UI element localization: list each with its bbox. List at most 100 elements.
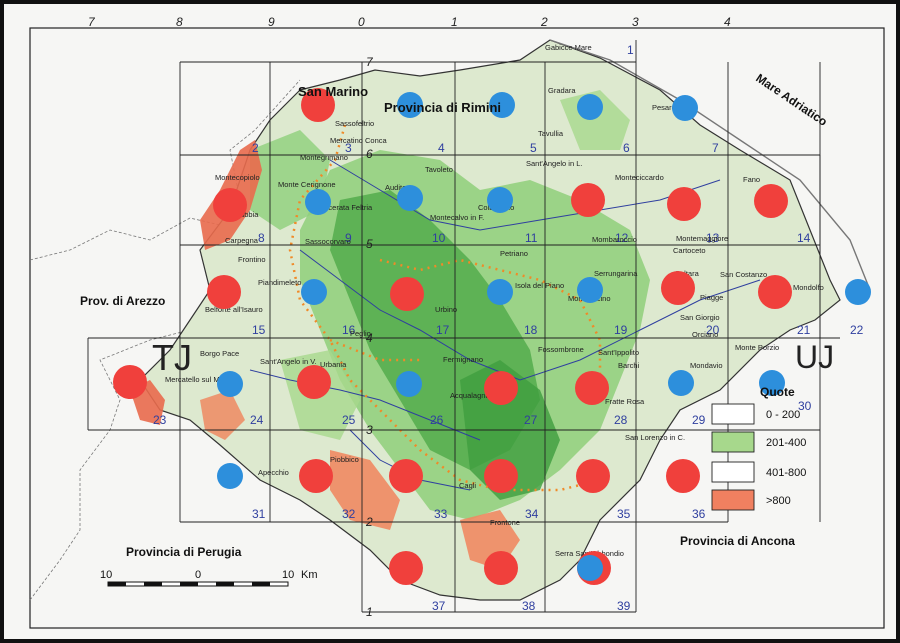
grid-cell-number: 12 <box>615 231 629 245</box>
town-label: Fossombrone <box>538 345 584 354</box>
town-label: Orciano <box>692 330 718 339</box>
town-label: Mombaroccio <box>592 235 637 244</box>
grid-cell-number: 2 <box>252 141 259 155</box>
blue-marker <box>217 371 243 397</box>
grid-left-label: 1 <box>366 605 373 619</box>
town-label: San Giorgio <box>680 313 720 322</box>
grid-lines <box>87 40 840 613</box>
town-label: Fratte Rosa <box>605 397 645 406</box>
red-marker <box>661 271 695 305</box>
grid-cell-number: 6 <box>623 141 630 155</box>
grid-cell-number: 1 <box>627 43 634 57</box>
town-label: San Costanzo <box>720 270 767 279</box>
blue-marker <box>217 463 243 489</box>
red-marker <box>207 275 241 309</box>
grid-cell-number: 27 <box>524 413 538 427</box>
grid-cell-number: 11 <box>525 231 538 245</box>
label-san-marino: San Marino <box>298 84 368 99</box>
town-label: Tavullia <box>538 129 564 138</box>
town-label: Carpegna <box>225 236 259 245</box>
legend-swatch <box>711 489 755 511</box>
town-label: Mercatello sul M. <box>165 375 222 384</box>
grid-cell-number: 23 <box>153 413 167 427</box>
grid-top-label: 3 <box>632 15 639 29</box>
grid-top-label: 4 <box>724 15 731 29</box>
grid-cell-number: 34 <box>525 507 539 521</box>
town-label: Urbania <box>320 360 347 369</box>
red-marker <box>213 188 247 222</box>
red-marker <box>576 459 610 493</box>
blue-marker <box>759 370 785 396</box>
scale-bar: 10 0 10 Km <box>100 569 318 587</box>
town-label: Mondolfo <box>793 283 824 292</box>
grid-cell-number: 25 <box>342 413 356 427</box>
town-label: Mercatino Conca <box>330 136 388 145</box>
coastline <box>549 39 871 291</box>
town-label: Sant'Angelo in L. <box>526 159 582 168</box>
grid-cell-number: 39 <box>617 599 631 613</box>
label-mare: Mare Adriatico <box>753 71 830 129</box>
grid-left-labels: 7 6 5 4 3 2 1 <box>365 55 374 619</box>
grid-cell-number: 38 <box>522 599 536 613</box>
blue-marker <box>301 279 327 305</box>
grid-top-labels: 7 8 9 0 1 2 3 4 <box>88 15 731 29</box>
red-marker <box>758 275 792 309</box>
blue-marker <box>487 187 513 213</box>
legend-label: 0 - 200 <box>766 409 800 421</box>
town-label: Montemaggiore <box>676 234 728 243</box>
grid-cell-number: 4 <box>438 141 445 155</box>
town-label: Monte Cerignone <box>278 180 336 189</box>
grid-cell-number: 21 <box>797 323 811 337</box>
town-label: Monte Porzio <box>735 343 779 352</box>
red-marker <box>754 184 788 218</box>
grid-left-label: 3 <box>366 423 373 437</box>
grid-cell-number: 3 <box>345 141 352 155</box>
town-label: Cartoceto <box>673 246 706 255</box>
town-label: Macerata Feltria <box>318 203 373 212</box>
grid-cell-number: 29 <box>692 413 706 427</box>
red-marker <box>389 551 423 585</box>
red-marker <box>113 365 147 399</box>
grid-left-label: 7 <box>366 55 374 69</box>
grid-cell-number: 10 <box>432 231 446 245</box>
blue-marker <box>397 185 423 211</box>
grid-cell-number: 32 <box>342 507 356 521</box>
red-marker <box>667 187 701 221</box>
red-marker <box>299 459 333 493</box>
grid-cell-number: 37 <box>432 599 446 613</box>
town-label: Barchi <box>618 361 640 370</box>
label-tj: TJ <box>152 337 192 378</box>
rivers <box>249 159 761 491</box>
red-marker <box>297 365 331 399</box>
legend-label: 201-400 <box>766 437 806 449</box>
town-label: Fermignano <box>443 355 483 364</box>
red-marker <box>390 277 424 311</box>
grid-top-label: 9 <box>268 15 275 29</box>
legend-swatch <box>711 461 755 483</box>
grid-cell-number: 18 <box>524 323 538 337</box>
town-label: Petriano <box>500 249 528 258</box>
red-marker <box>666 459 700 493</box>
legend-title: Quote <box>760 385 795 399</box>
blue-marker <box>577 277 603 303</box>
legend-swatch <box>711 403 755 425</box>
town-label: Auditore <box>385 183 413 192</box>
grid-cell-number: 5 <box>530 141 537 155</box>
grid-cell-number: 31 <box>252 507 266 521</box>
town-label: Belforte all'Isauro <box>205 305 263 314</box>
blue-marker <box>397 92 423 118</box>
red-marker <box>389 459 423 493</box>
blue-marker <box>845 279 871 305</box>
grid-top-label: 0 <box>358 15 365 29</box>
town-label: Monteciccardo <box>615 173 664 182</box>
blue-marker <box>577 94 603 120</box>
grid-left-label: 6 <box>366 147 373 161</box>
scale-unit: Km <box>301 569 318 581</box>
legend-label: >800 <box>766 495 791 507</box>
town-label: Sassocorvaro <box>305 237 351 246</box>
grid-top-label: 7 <box>88 15 96 29</box>
map-border <box>29 27 885 629</box>
grid-cell-number: 9 <box>345 231 352 245</box>
town-label: San Lorenzo in C. <box>625 433 685 442</box>
town-label: Borgo Pace <box>200 349 239 358</box>
